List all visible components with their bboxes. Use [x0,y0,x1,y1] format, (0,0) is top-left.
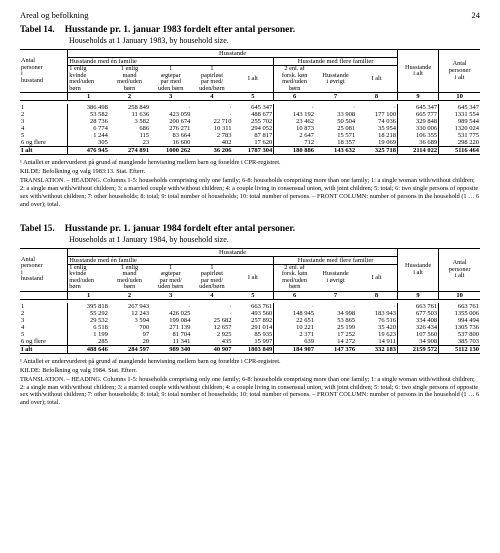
table-row: 4 6 774686276 27110 311294 05210 87325 0… [20,125,480,132]
table-subtitle: Households at 1 January 1983, by househo… [69,36,480,45]
table-label: Tabel 14. [20,24,55,34]
page-header: Areal og befolkning 24 [20,10,480,20]
total-row: I alt 476 945274 8911000 26236 2061787 3… [20,147,480,155]
table-row: 2 53 58211 636423 059·488 677143 19233 9… [20,111,480,118]
table-row: 1 395 818267 943··663 761···663 761663 7… [20,303,480,310]
table-subtitle: Households at 1 January 1984, by househo… [69,235,480,244]
page-number: 24 [472,10,481,20]
table-title-row: Tabel 15. Husstande pr. 1. januar 1984 fo… [20,223,480,234]
table-row: 2 55 29212 243426 025·493 560148 94534 9… [20,310,480,317]
table-row: 1 386 498258 849··645 347···645 347645 3… [20,104,480,111]
table-row: 5 1 1999781 7042 92585 9352 37117 25219 … [20,331,480,338]
total-row: I alt 488 646284 597989 34040 9071803 84… [20,346,480,354]
table-title: Husstande pr. 1. januar 1983 fordelt eft… [65,25,295,35]
table-row: 4 6 518700271 13912 657291 01410 22125 1… [20,324,480,331]
footnotes: ¹ Antallet er undervurderet på grund af … [20,358,480,407]
table-row: 3 29 5323 594199 08425 682257 89222 6515… [20,317,480,324]
data-table: AntalpersonerihusstandHusstandeHusstande… [20,248,480,354]
footnotes: ¹ Antallet er undervurderet på grund af … [20,159,480,208]
table-title: Husstande pr. 1. januar 1984 fordelt eft… [65,224,295,234]
table-row: 5 1 24411583 6642 78387 8172 64715 57118… [20,132,480,139]
table-title-row: Tabel 14. Husstande pr. 1. januar 1983 fo… [20,24,480,35]
data-table: AntalpersonerihusstandHusstandeHusstande… [20,49,480,155]
table-row: 3 28 7363 582200 67422 710255 70223 4625… [20,118,480,125]
table-label: Tabel 15. [20,223,55,233]
section-title: Areal og befolkning [20,10,88,20]
table-row: 6 og flere 3052316 60040217 62071218 357… [20,139,480,147]
table-row: 6 og flere 2852011 34143515 99763914 272… [20,338,480,346]
tables-area: Tabel 14. Husstande pr. 1. januar 1983 fo… [20,24,480,407]
